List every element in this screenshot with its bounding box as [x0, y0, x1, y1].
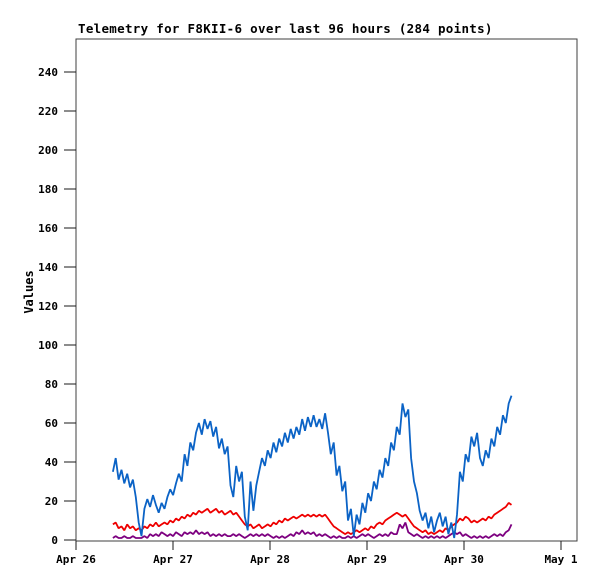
x-tick-label: Apr 28	[250, 553, 290, 566]
x-tick-label: May 1	[544, 553, 577, 566]
y-tick-label: 180	[38, 183, 58, 196]
x-axis-ticks: Apr 26 Apr 27 Apr 28 Apr 29 Apr 30 May 1	[56, 541, 578, 566]
plot-frame	[75, 38, 578, 542]
x-tick-label: Apr 26	[56, 553, 96, 566]
series-line-purple-channel	[112, 522, 513, 539]
y-tick-label: 40	[45, 456, 58, 469]
x-tick-label: Apr 27	[153, 553, 193, 566]
series-line-red-channel	[112, 502, 513, 535]
y-axis-label: Values	[22, 270, 36, 313]
y-tick-label: 140	[38, 261, 58, 274]
data-series-lines	[112, 395, 513, 539]
x-tick-label: Apr 29	[347, 553, 387, 566]
y-tick-label: 220	[38, 105, 58, 118]
y-tick-label: 120	[38, 300, 58, 313]
y-tick-label: 100	[38, 339, 58, 352]
y-tick-label: 240	[38, 66, 58, 79]
y-axis-ticks: 0 20 40 60 80 100 120 140 160 180 200 220 240	[38, 66, 76, 547]
y-tick-label: 20	[45, 495, 58, 508]
y-tick-label: 160	[38, 222, 58, 235]
chart-title: Telemetry for F8KII-6 over last 96 hours…	[78, 21, 493, 36]
y-tick-label: 200	[38, 144, 58, 157]
y-tick-label: 60	[45, 417, 58, 430]
x-tick-label: Apr 30	[444, 553, 484, 566]
y-tick-label: 80	[45, 378, 58, 391]
series-line-blue-channel	[112, 395, 513, 539]
y-tick-label: 0	[51, 534, 58, 547]
